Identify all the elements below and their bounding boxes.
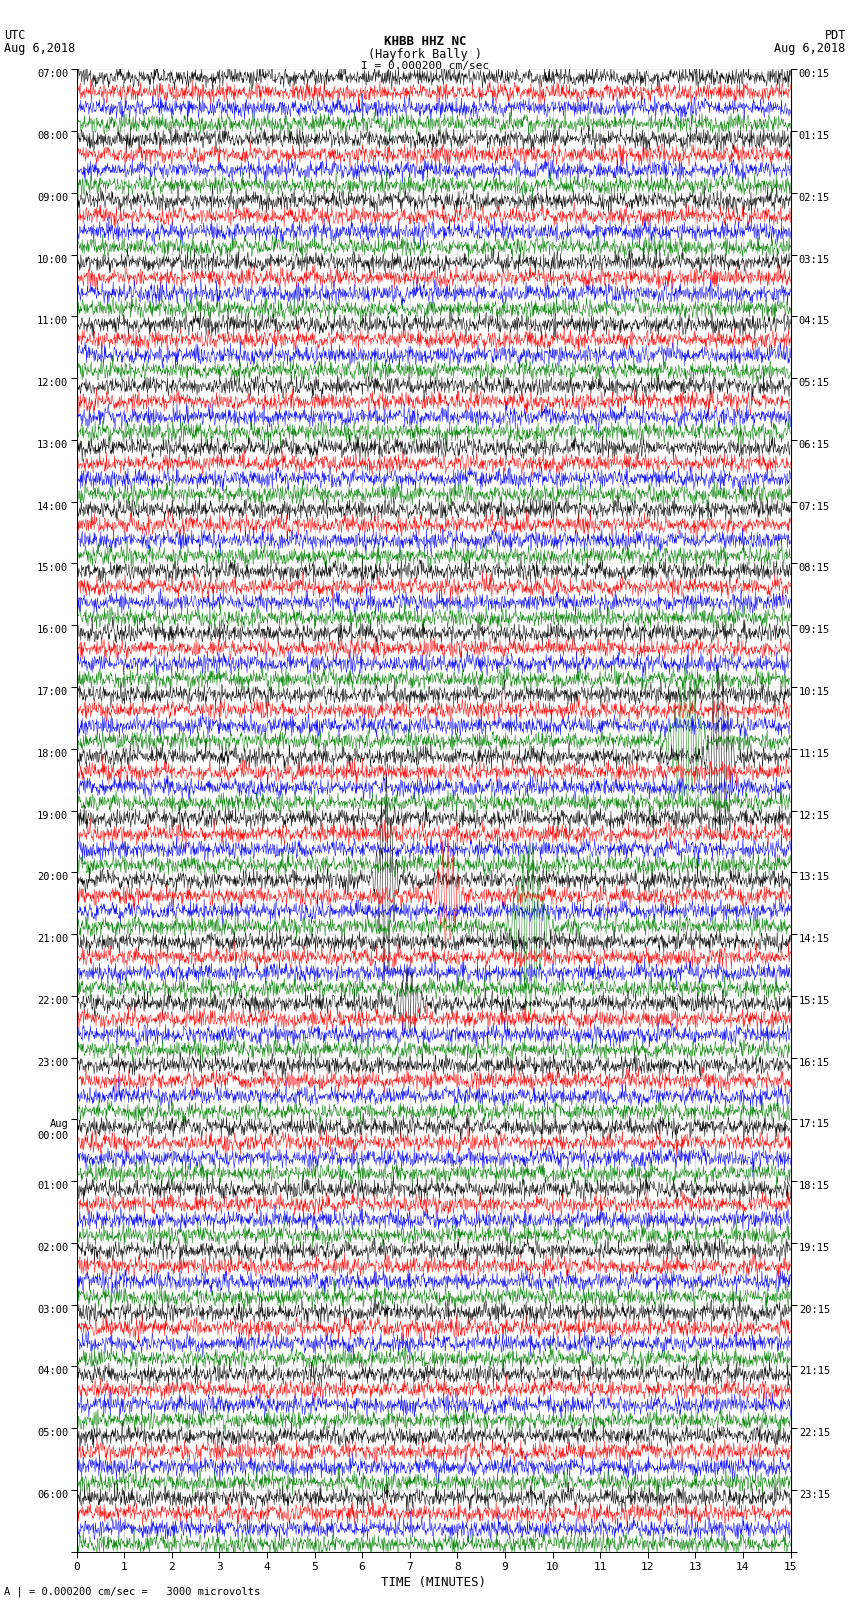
- Text: KHBB HHZ NC: KHBB HHZ NC: [383, 35, 467, 48]
- Text: A | = 0.000200 cm/sec =   3000 microvolts: A | = 0.000200 cm/sec = 3000 microvolts: [4, 1586, 260, 1597]
- Text: PDT: PDT: [824, 29, 846, 42]
- Text: UTC: UTC: [4, 29, 26, 42]
- Text: Aug 6,2018: Aug 6,2018: [4, 42, 76, 55]
- Text: I = 0.000200 cm/sec: I = 0.000200 cm/sec: [361, 61, 489, 71]
- X-axis label: TIME (MINUTES): TIME (MINUTES): [381, 1576, 486, 1589]
- Text: (Hayfork Bally ): (Hayfork Bally ): [368, 48, 482, 61]
- Text: Aug 6,2018: Aug 6,2018: [774, 42, 846, 55]
